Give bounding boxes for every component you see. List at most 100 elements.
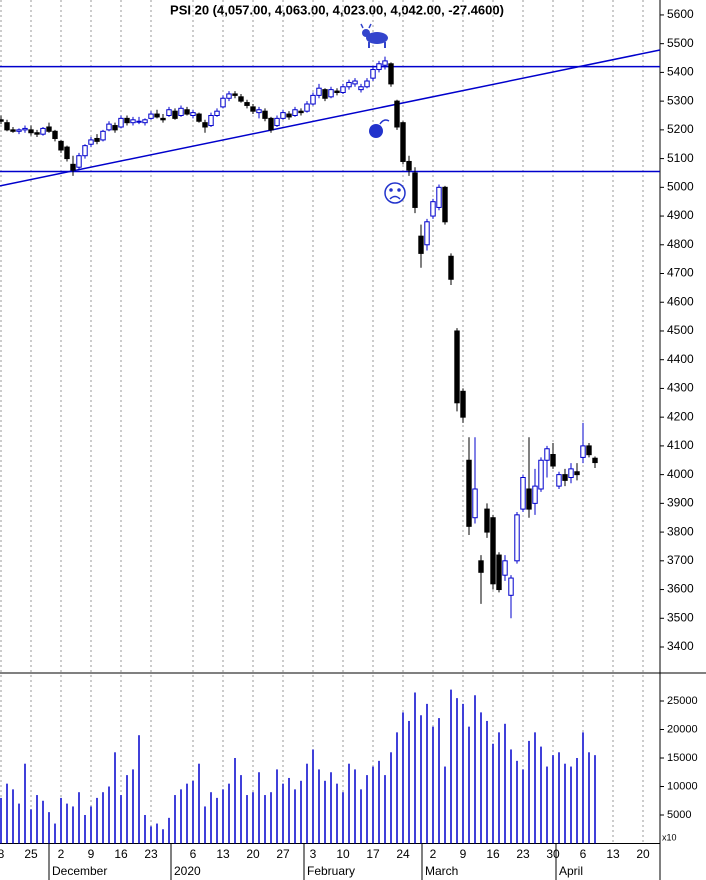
- x-tick-label: 8: [0, 847, 5, 861]
- candle-body: [154, 113, 160, 118]
- candle-body: [394, 100, 400, 128]
- x-tick-label: 13: [606, 847, 620, 861]
- x-tick-label: 20: [636, 847, 650, 861]
- y-tick-label: 4500: [667, 323, 694, 337]
- x-tick-label: 10: [336, 847, 350, 861]
- candle-body: [340, 86, 346, 94]
- candle-body: [142, 119, 148, 124]
- candle-body: [490, 517, 496, 585]
- candle-body: [202, 122, 208, 128]
- y-tick-label: 5100: [667, 151, 694, 165]
- candle-body: [214, 110, 220, 116]
- candle-body: [358, 86, 364, 91]
- candle-body: [184, 109, 190, 115]
- bull-icon: [360, 23, 388, 48]
- x-tick-label: 6: [580, 847, 587, 861]
- y-tick-label: 5300: [667, 93, 694, 107]
- candle-body: [178, 107, 184, 116]
- y-tick-label: 4600: [667, 294, 694, 308]
- candle-body: [364, 80, 370, 88]
- candle-body: [52, 130, 58, 139]
- y-tick-label: 4700: [667, 266, 694, 280]
- y-tick-label: 5000: [667, 179, 694, 193]
- candle-body: [388, 63, 394, 85]
- sad-face-icon: [384, 182, 406, 204]
- y-tick-label: 3900: [667, 496, 694, 510]
- x-tick-label: 17: [366, 847, 380, 861]
- candle-body: [466, 459, 472, 527]
- candle-body: [34, 132, 40, 135]
- candle-body: [430, 201, 436, 217]
- x-tick-label: 16: [114, 847, 128, 861]
- candle-body: [574, 471, 580, 476]
- y-tick-label: 4000: [667, 467, 694, 481]
- candle-body: [274, 117, 280, 127]
- candle-body: [370, 69, 376, 79]
- x-tick-label: 9: [88, 847, 95, 861]
- candle-body: [196, 113, 202, 122]
- x-tick-label: 20: [246, 847, 260, 861]
- candle-body: [448, 255, 454, 280]
- candle-body: [172, 110, 178, 119]
- x-tick-label: 16: [486, 847, 500, 861]
- trend-line: [0, 49, 661, 187]
- candle-body: [262, 110, 268, 119]
- candle-body: [94, 137, 100, 142]
- candle-body: [220, 97, 226, 108]
- month-label: February: [307, 864, 355, 878]
- candle-body: [136, 120, 142, 123]
- candle-body: [436, 186, 442, 208]
- candle-body: [556, 474, 562, 487]
- x-tick-label: 6: [190, 847, 197, 861]
- y-tick-label: 5600: [667, 7, 694, 21]
- x-tick-label: 13: [216, 847, 230, 861]
- candle-body: [4, 122, 10, 131]
- y-tick-label: 3500: [667, 610, 694, 624]
- y-tick-label: 4800: [667, 237, 694, 251]
- month-label: March: [425, 864, 458, 878]
- candle-body: [160, 117, 166, 121]
- candle-body: [580, 445, 586, 458]
- y-tick-label: 5200: [667, 122, 694, 136]
- candle-body: [238, 96, 244, 102]
- candle-body: [226, 93, 232, 99]
- x-tick-label: 3: [310, 847, 317, 861]
- candle-body: [412, 172, 418, 208]
- candle-body: [28, 129, 34, 134]
- chart-title: PSI 20 (4,057.00, 4,063.00, 4,023.00, 4,…: [170, 2, 504, 17]
- candle-body: [22, 127, 28, 131]
- month-label: April: [559, 864, 583, 878]
- candle-body: [454, 330, 460, 404]
- volume-tick-label: 5000: [667, 809, 691, 821]
- y-tick-label: 5500: [667, 36, 694, 50]
- candle-body: [256, 109, 262, 114]
- y-tick-label: 4400: [667, 352, 694, 366]
- candle-body: [88, 139, 94, 145]
- x-tick-label: 24: [396, 847, 410, 861]
- candle-body: [244, 102, 250, 106]
- y-tick-label: 3800: [667, 524, 694, 538]
- candle-body: [322, 89, 328, 99]
- candle-body: [346, 81, 352, 88]
- candle-body: [334, 90, 340, 94]
- candle-body: [166, 109, 172, 116]
- candle-body: [484, 508, 490, 533]
- candle-body: [472, 488, 478, 519]
- volume-tick-label: 10000: [667, 780, 698, 792]
- volume-unit-label: x10: [662, 832, 677, 842]
- candle-body: [292, 109, 298, 116]
- candle-body: [112, 125, 118, 131]
- candle-body: [328, 89, 334, 98]
- candle-body: [310, 94, 316, 105]
- candle-body: [424, 221, 430, 246]
- candle-body: [520, 476, 526, 510]
- candle-body: [76, 155, 82, 168]
- y-tick-label: 4300: [667, 381, 694, 395]
- y-tick-label: 3700: [667, 553, 694, 567]
- month-label: 2020: [174, 864, 201, 878]
- candle-body: [526, 488, 532, 510]
- candle-body: [232, 93, 238, 96]
- y-tick-label: 4900: [667, 208, 694, 222]
- candle-body: [58, 140, 64, 151]
- candle-body: [268, 117, 274, 131]
